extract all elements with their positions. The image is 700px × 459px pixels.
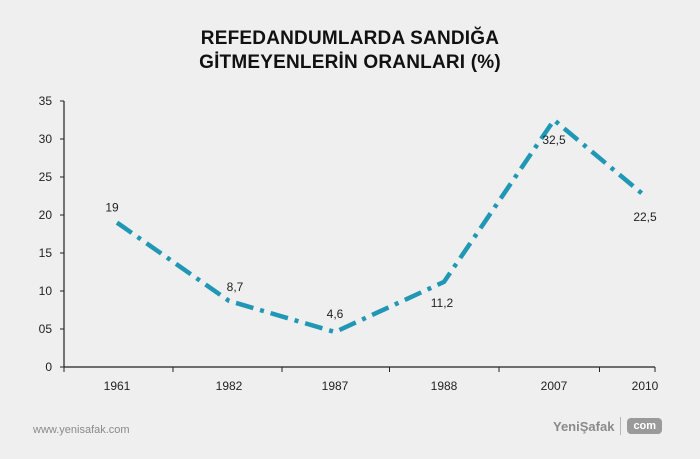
brand-separator	[620, 417, 622, 435]
y-tick-label: 20	[39, 208, 53, 222]
data-point	[227, 299, 231, 303]
chart-title-line-1: REFEDANDUMLARDA SANDIĞA	[200, 28, 500, 49]
series-group	[115, 117, 647, 335]
brand-logo: YeniŞafak com	[553, 417, 663, 435]
data-point	[552, 118, 556, 122]
y-tick-label: 0	[45, 360, 52, 374]
data-label: 19	[105, 201, 119, 215]
data-labels: 19 8,7 4,6 11,2 32,5 22,5	[105, 133, 657, 321]
chart-axes	[63, 101, 655, 368]
x-tick-label: 1987	[322, 379, 349, 393]
y-axis-ticks: 0 05 10 15 20 25 30 35	[39, 94, 64, 374]
brand-name: YeniŞafak	[553, 418, 615, 434]
y-tick-label: 25	[39, 170, 53, 184]
x-tick-label: 1961	[104, 379, 131, 393]
data-label: 22,5	[633, 210, 657, 224]
x-tick-label: 2010	[632, 379, 659, 393]
data-point	[115, 221, 119, 225]
data-label: 8,7	[227, 280, 244, 294]
x-tick-label: 1982	[216, 379, 243, 393]
data-label: 32,5	[542, 133, 566, 147]
data-point	[643, 194, 647, 198]
chart-title-line-2: GİTMEYENLERİN ORANLARI (%)	[199, 52, 501, 73]
series-line	[115, 117, 647, 335]
x-tick-label: 1988	[431, 379, 458, 393]
y-tick-label: 30	[39, 132, 53, 146]
y-tick-label: 35	[39, 94, 53, 108]
y-tick-label: 10	[39, 284, 53, 298]
brand-tld-badge: com	[627, 418, 663, 434]
x-tick-label: 2007	[541, 379, 568, 393]
chart-title: REFEDANDUMLARDA SANDIĞA GİTMEYENLERİN OR…	[0, 27, 700, 75]
data-label: 11,2	[431, 296, 454, 310]
data-point	[442, 280, 446, 284]
data-point	[333, 330, 337, 334]
data-label: 4,6	[327, 307, 344, 321]
y-tick-label: 15	[39, 246, 53, 260]
y-tick-label: 05	[39, 322, 53, 336]
x-axis-ticks: 1961 1982 1987 1988 2007 2010	[63, 367, 659, 393]
footer-url: www.yenisafak.com	[33, 424, 130, 436]
